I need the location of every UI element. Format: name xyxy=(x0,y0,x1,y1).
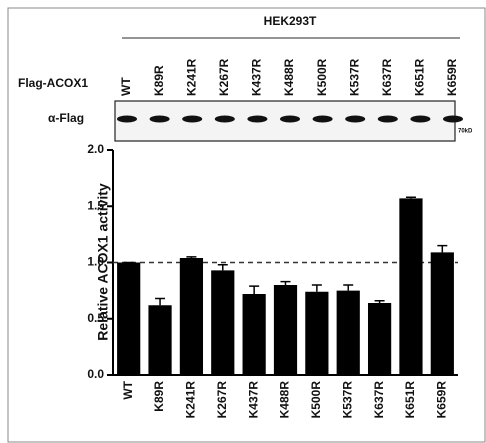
lane-label: K637R xyxy=(380,58,394,96)
x-tick-label: K437R xyxy=(246,381,260,419)
blot-band xyxy=(443,116,463,123)
x-tick-label: K500R xyxy=(309,381,323,419)
x-tick-label: K637R xyxy=(372,381,386,419)
lane-label: WT xyxy=(119,77,133,96)
bar xyxy=(337,291,360,375)
blot-band xyxy=(345,116,365,123)
blot-band xyxy=(247,116,267,123)
x-tick-label: WT xyxy=(121,380,135,399)
blot-band xyxy=(215,116,235,123)
y-tick-label: 1.5 xyxy=(87,198,104,212)
blot-label: α-Flag xyxy=(48,111,84,125)
blot-band xyxy=(117,116,137,123)
lane-label: K488R xyxy=(282,58,296,96)
marker-label: 70kD xyxy=(458,129,473,135)
lane-label: K89R xyxy=(152,65,166,96)
blot-band xyxy=(313,116,333,123)
x-tick-label: K659R xyxy=(434,381,448,419)
figure: HEK293T Flag-ACOX1 α-Flag 70kD Relative … xyxy=(0,0,486,443)
y-tick-label: 0.0 xyxy=(87,367,104,381)
bar xyxy=(180,258,203,375)
page: {"chart_data": {"type": "bar", "header":… xyxy=(0,0,486,443)
y-tick-label: 2.0 xyxy=(87,142,104,156)
bar xyxy=(243,294,266,375)
x-tick-label: K537R xyxy=(340,381,354,419)
blot-band xyxy=(182,116,202,123)
x-tick-label: K488R xyxy=(278,381,292,419)
bar xyxy=(117,263,140,376)
bar xyxy=(431,252,454,375)
x-tick-label: K651R xyxy=(403,381,417,419)
lane-label: K267R xyxy=(217,58,231,96)
blot-band xyxy=(150,116,170,123)
bar xyxy=(368,303,391,375)
cell-line-label: HEK293T xyxy=(264,14,317,28)
x-tick-label: K267R xyxy=(215,381,229,419)
blot-band xyxy=(280,116,300,123)
lane-label: K437R xyxy=(250,58,264,96)
lane-label: K659R xyxy=(445,58,459,96)
x-tick-label: K89R xyxy=(152,381,166,412)
y-tick-label: 1.0 xyxy=(87,255,104,269)
lane-label: K537R xyxy=(347,58,361,96)
blot-band xyxy=(378,116,398,123)
bar xyxy=(274,285,297,375)
row-label: Flag-ACOX1 xyxy=(18,76,88,90)
bar xyxy=(148,305,171,375)
bar xyxy=(305,292,328,375)
x-tick-label: K241R xyxy=(184,381,198,419)
lane-label: K241R xyxy=(184,58,198,96)
bar xyxy=(211,270,234,375)
y-tick-label: 0.5 xyxy=(87,311,104,325)
lane-label: K651R xyxy=(413,58,427,96)
blot-band xyxy=(410,116,430,123)
bar xyxy=(399,198,422,375)
lane-label: K500R xyxy=(315,58,329,96)
